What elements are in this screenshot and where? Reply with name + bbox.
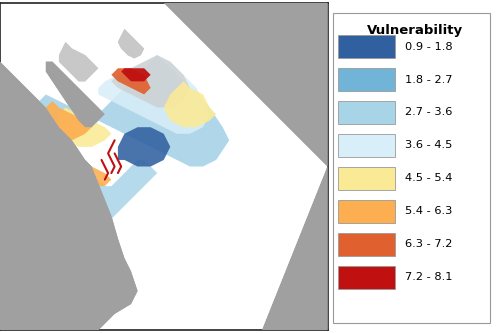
- Text: 3.6 - 4.5: 3.6 - 4.5: [404, 141, 452, 151]
- Polygon shape: [118, 127, 171, 166]
- Polygon shape: [118, 29, 144, 58]
- Polygon shape: [59, 42, 98, 81]
- Text: 6.3 - 7.2: 6.3 - 7.2: [404, 239, 452, 249]
- Text: 7.2 - 8.1: 7.2 - 8.1: [404, 272, 452, 282]
- Polygon shape: [112, 68, 150, 95]
- Polygon shape: [98, 55, 210, 134]
- Polygon shape: [59, 42, 98, 81]
- Text: 0.9 - 1.8: 0.9 - 1.8: [404, 42, 452, 52]
- Polygon shape: [0, 62, 138, 330]
- Polygon shape: [262, 3, 328, 330]
- FancyBboxPatch shape: [338, 101, 394, 124]
- Polygon shape: [46, 62, 105, 127]
- FancyBboxPatch shape: [338, 134, 394, 157]
- Polygon shape: [59, 108, 112, 147]
- Polygon shape: [0, 186, 46, 222]
- Polygon shape: [0, 62, 138, 330]
- Polygon shape: [46, 101, 92, 140]
- FancyBboxPatch shape: [338, 167, 394, 190]
- FancyBboxPatch shape: [338, 200, 394, 223]
- Polygon shape: [59, 160, 157, 219]
- Text: 2.7 - 3.6: 2.7 - 3.6: [404, 108, 452, 118]
- Polygon shape: [164, 3, 328, 166]
- FancyBboxPatch shape: [338, 68, 394, 91]
- Polygon shape: [0, 3, 328, 330]
- FancyBboxPatch shape: [338, 266, 394, 289]
- Text: 1.8 - 2.7: 1.8 - 2.7: [404, 75, 452, 85]
- Polygon shape: [121, 68, 150, 81]
- Text: 4.5 - 5.4: 4.5 - 5.4: [404, 173, 452, 183]
- FancyBboxPatch shape: [332, 13, 490, 323]
- Polygon shape: [46, 62, 105, 127]
- FancyBboxPatch shape: [338, 233, 394, 256]
- Text: Vulnerability: Vulnerability: [366, 24, 462, 37]
- Polygon shape: [33, 55, 229, 166]
- Polygon shape: [0, 186, 46, 222]
- FancyBboxPatch shape: [338, 35, 394, 58]
- Polygon shape: [164, 3, 328, 166]
- Polygon shape: [262, 3, 328, 330]
- Polygon shape: [118, 29, 144, 58]
- Polygon shape: [112, 55, 190, 108]
- Text: 5.4 - 6.3: 5.4 - 6.3: [404, 206, 452, 216]
- Polygon shape: [164, 81, 216, 127]
- Polygon shape: [72, 160, 112, 186]
